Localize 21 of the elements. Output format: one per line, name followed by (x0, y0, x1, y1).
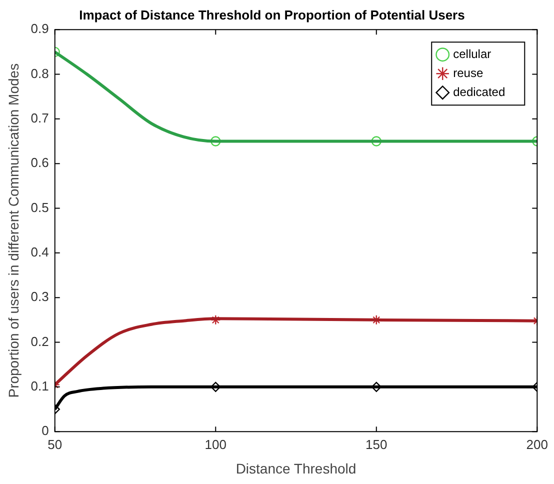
legend-label: dedicated (453, 84, 506, 99)
y-tick-label: 0.5 (30, 200, 49, 215)
y-tick-label: 0.9 (30, 21, 49, 36)
y-tick-label: 0.6 (30, 155, 49, 170)
y-tick-label: 0.2 (30, 334, 49, 349)
legend-label: cellular (453, 46, 492, 61)
x-tick-label: 100 (204, 436, 226, 452)
x-tick-label: 50 (48, 436, 62, 452)
x-tick-label: 200 (526, 436, 548, 452)
y-axis-title: Proportion of users in different Communication Modes (5, 63, 22, 398)
y-tick-label: 0 (42, 423, 49, 438)
y-tick-label: 0.8 (30, 66, 49, 81)
chart-title: Impact of Distance Threshold on Proportion of Potential Users (79, 7, 465, 22)
y-tick-label: 0.7 (30, 110, 49, 126)
line-series (54, 317, 538, 386)
x-tick-label: 150 (366, 436, 388, 452)
y-tick-label: 0.4 (30, 244, 49, 260)
y-tick-label: 0.1 (30, 378, 49, 394)
legend-label: reuse (453, 66, 484, 80)
y-tick-label: 0.3 (30, 289, 49, 304)
x-axis-title: Distance Threshold (236, 460, 356, 476)
